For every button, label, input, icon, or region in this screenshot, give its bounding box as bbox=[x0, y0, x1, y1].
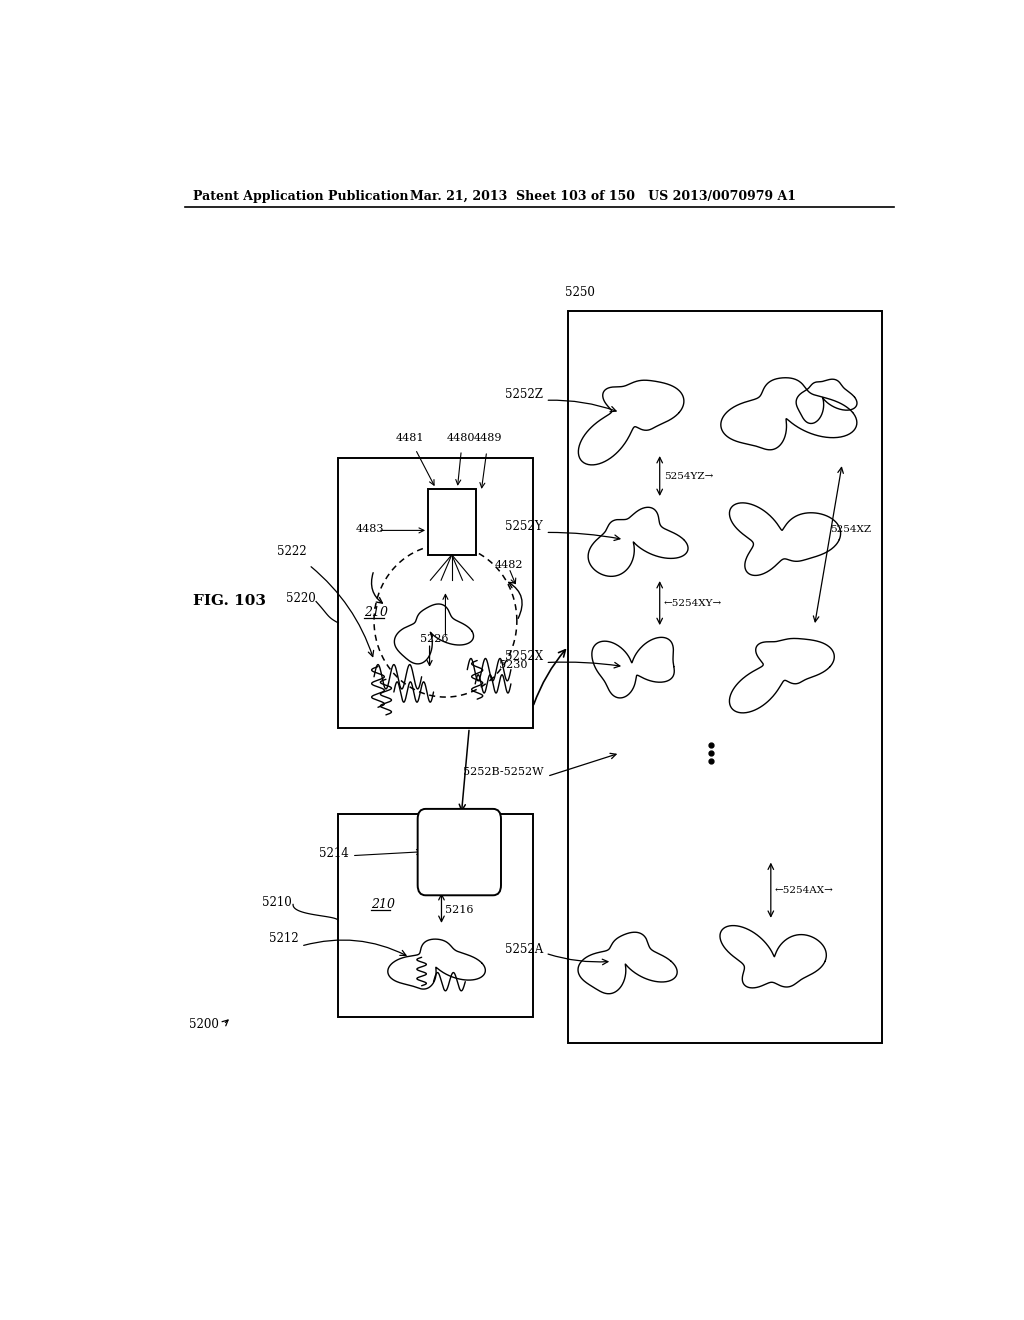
Text: 5252Y: 5252Y bbox=[506, 520, 543, 533]
Text: 5220: 5220 bbox=[287, 591, 316, 605]
Text: 5252Z: 5252Z bbox=[505, 388, 543, 401]
Text: Patent Application Publication: Patent Application Publication bbox=[194, 190, 409, 202]
Text: 5222: 5222 bbox=[276, 545, 306, 558]
Text: 5216: 5216 bbox=[445, 904, 474, 915]
Text: FIG. 103: FIG. 103 bbox=[194, 594, 266, 607]
Text: 5254XZ: 5254XZ bbox=[830, 525, 871, 533]
Text: 5230: 5230 bbox=[499, 660, 527, 669]
Text: 5214: 5214 bbox=[318, 847, 348, 861]
Text: 4483: 4483 bbox=[355, 524, 384, 535]
Bar bbox=[338, 814, 532, 1018]
Text: 5212: 5212 bbox=[269, 932, 299, 945]
FancyBboxPatch shape bbox=[428, 488, 475, 554]
Bar bbox=[338, 458, 532, 727]
Text: Mar. 21, 2013  Sheet 103 of 150   US 2013/0070979 A1: Mar. 21, 2013 Sheet 103 of 150 US 2013/0… bbox=[410, 190, 796, 202]
Text: 5254YZ→: 5254YZ→ bbox=[664, 471, 713, 480]
FancyBboxPatch shape bbox=[418, 809, 501, 895]
Text: 4489: 4489 bbox=[473, 433, 502, 444]
Text: 5210: 5210 bbox=[262, 896, 292, 909]
Text: ←5254AX→: ←5254AX→ bbox=[775, 886, 834, 895]
Bar bbox=[568, 312, 882, 1043]
Text: 5252X: 5252X bbox=[505, 649, 543, 663]
Text: ←5254XY→: ←5254XY→ bbox=[664, 598, 722, 607]
Text: 5200: 5200 bbox=[189, 1018, 219, 1031]
Text: 4480: 4480 bbox=[447, 433, 475, 444]
Text: 5250: 5250 bbox=[565, 286, 595, 300]
Text: 4481: 4481 bbox=[395, 433, 424, 444]
Text: 5252B-5252W: 5252B-5252W bbox=[463, 767, 543, 777]
Text: 210: 210 bbox=[365, 606, 388, 619]
Text: 5226: 5226 bbox=[420, 634, 449, 644]
Text: 4482: 4482 bbox=[495, 560, 523, 570]
Text: 210: 210 bbox=[371, 898, 395, 911]
Text: 5252A: 5252A bbox=[505, 942, 543, 956]
